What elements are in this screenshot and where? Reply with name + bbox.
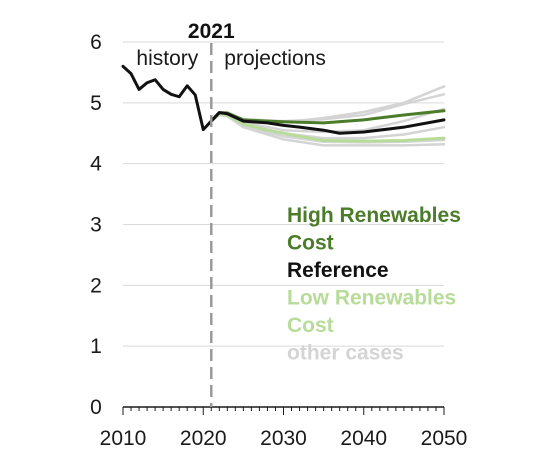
region-labels: history projections [136, 47, 325, 70]
divider-label: 2021 [188, 20, 235, 43]
y-tick-label: 5 [90, 92, 102, 115]
legend-entry: High Renewables [287, 204, 461, 227]
gridlines [123, 41, 444, 347]
history-label: history [136, 47, 198, 70]
legend: High Renewables Cost Reference Low Renewabl… [287, 204, 461, 365]
series-line-reference [209, 111, 446, 135]
x-tick-label: 2010 [100, 427, 147, 450]
series-line-history [121, 64, 213, 132]
series-line-other-case [210, 85, 446, 124]
legend-entry: Low Renewables [287, 287, 456, 310]
legend-entry: Cost [287, 232, 334, 255]
series-lines [121, 64, 446, 147]
y-tick-label: 4 [90, 153, 102, 176]
projection-divider: 2021 [188, 20, 235, 407]
legend-entry: Cost [287, 314, 334, 337]
x-tick-label: 2050 [421, 427, 468, 450]
x-tick-label: 2040 [340, 427, 387, 450]
y-tick-label: 0 [90, 396, 102, 419]
legend-entry: Reference [287, 259, 389, 282]
y-tick-label: 1 [90, 335, 102, 358]
y-tick-label: 2 [90, 274, 102, 297]
y-tick-label: 3 [90, 214, 102, 237]
x-tick-label: 2030 [260, 427, 307, 450]
axes: 0 1 2 3 4 5 6 2010 2020 2030 2040 2050 [90, 31, 467, 450]
x-tick-label: 2020 [180, 427, 227, 450]
y-tick-label: 6 [90, 31, 102, 54]
projections-label: projections [224, 47, 326, 70]
legend-entry: other cases [287, 342, 404, 365]
